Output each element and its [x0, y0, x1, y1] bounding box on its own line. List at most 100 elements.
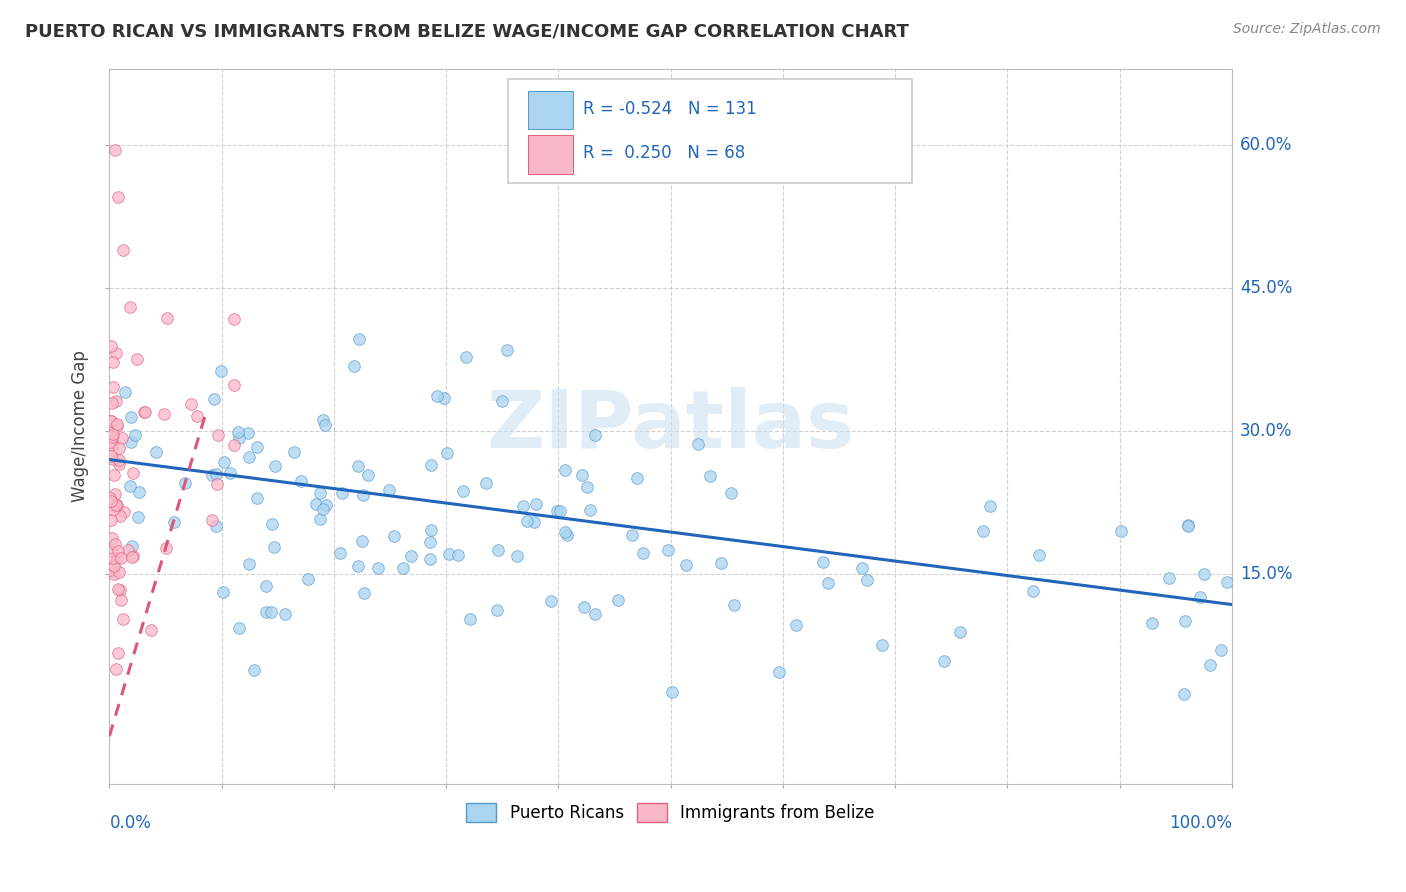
Point — [128, 485, 150, 500]
Point — [104, 537, 127, 551]
Point — [572, 599, 595, 614]
Point — [121, 539, 143, 553]
Point — [346, 458, 368, 473]
Point — [811, 555, 834, 569]
Point — [1109, 524, 1132, 539]
Point — [204, 467, 226, 482]
Point — [343, 359, 366, 374]
Point — [186, 409, 208, 423]
Point — [105, 498, 128, 512]
Point — [699, 469, 721, 483]
Point — [103, 558, 125, 573]
Point — [180, 397, 202, 411]
Point — [453, 483, 475, 498]
Point — [785, 617, 807, 632]
Point — [107, 544, 129, 558]
Point — [224, 438, 246, 452]
Point — [312, 502, 335, 516]
Point — [205, 477, 228, 491]
Point — [554, 463, 576, 477]
Point — [108, 441, 131, 455]
Point — [108, 453, 131, 467]
Point — [626, 471, 648, 485]
FancyBboxPatch shape — [529, 136, 572, 174]
Point — [419, 458, 441, 472]
Point — [121, 549, 143, 564]
Point — [979, 499, 1001, 513]
Point — [661, 685, 683, 699]
Point — [720, 486, 742, 500]
Point — [315, 498, 337, 512]
Text: R = -0.524   N = 131: R = -0.524 N = 131 — [583, 100, 756, 118]
Point — [224, 378, 246, 392]
Point — [1177, 518, 1199, 533]
Point — [516, 514, 538, 528]
Point — [485, 602, 508, 616]
Point — [212, 455, 235, 469]
Text: R =  0.250   N = 68: R = 0.250 N = 68 — [583, 145, 745, 162]
Point — [218, 466, 240, 480]
Point — [152, 407, 174, 421]
Point — [114, 385, 136, 400]
Point — [228, 431, 250, 445]
Point — [205, 518, 228, 533]
Point — [107, 646, 129, 660]
Point — [419, 534, 441, 549]
Point — [238, 450, 260, 464]
Point — [347, 558, 370, 573]
Point — [260, 605, 283, 619]
Point — [1022, 584, 1045, 599]
Point — [100, 563, 122, 577]
Point — [134, 405, 156, 419]
Point — [583, 428, 606, 442]
Point — [675, 558, 697, 572]
Point — [934, 654, 956, 668]
Point — [101, 395, 124, 409]
Point — [436, 446, 458, 460]
Point — [576, 480, 599, 494]
Point — [112, 505, 135, 519]
Point — [107, 190, 129, 204]
Point — [120, 479, 142, 493]
Point — [1216, 575, 1239, 590]
Point — [111, 243, 134, 257]
Point — [540, 594, 562, 608]
Point — [127, 510, 149, 524]
Point — [305, 497, 328, 511]
Point — [1192, 566, 1215, 581]
Point — [710, 556, 733, 570]
Point — [578, 503, 600, 517]
Point — [111, 613, 134, 627]
Point — [155, 541, 177, 555]
Text: PUERTO RICAN VS IMMIGRANTS FROM BELIZE WAGE/INCOME GAP CORRELATION CHART: PUERTO RICAN VS IMMIGRANTS FROM BELIZE W… — [25, 22, 910, 40]
Point — [1174, 614, 1197, 628]
Point — [108, 509, 131, 524]
Point — [100, 414, 122, 428]
Point — [141, 624, 163, 638]
Point — [607, 593, 630, 607]
Legend: Puerto Ricans, Immigrants from Belize: Puerto Ricans, Immigrants from Belize — [460, 797, 882, 830]
Point — [419, 552, 441, 566]
Point — [134, 405, 156, 419]
Point — [309, 512, 332, 526]
Point — [352, 488, 374, 502]
Point — [330, 486, 353, 500]
Point — [101, 438, 124, 452]
Point — [870, 638, 893, 652]
Point — [1198, 657, 1220, 672]
Point — [246, 491, 269, 505]
Point — [100, 494, 122, 508]
Text: 0.0%: 0.0% — [110, 814, 152, 832]
Point — [163, 515, 186, 529]
Point — [506, 549, 529, 563]
Point — [524, 497, 547, 511]
Point — [283, 445, 305, 459]
Point — [817, 576, 839, 591]
Point — [512, 500, 534, 514]
Point — [100, 450, 122, 464]
Point — [209, 364, 232, 378]
Point — [103, 467, 125, 482]
Point — [264, 458, 287, 473]
Point — [105, 498, 128, 512]
Point — [100, 435, 122, 450]
